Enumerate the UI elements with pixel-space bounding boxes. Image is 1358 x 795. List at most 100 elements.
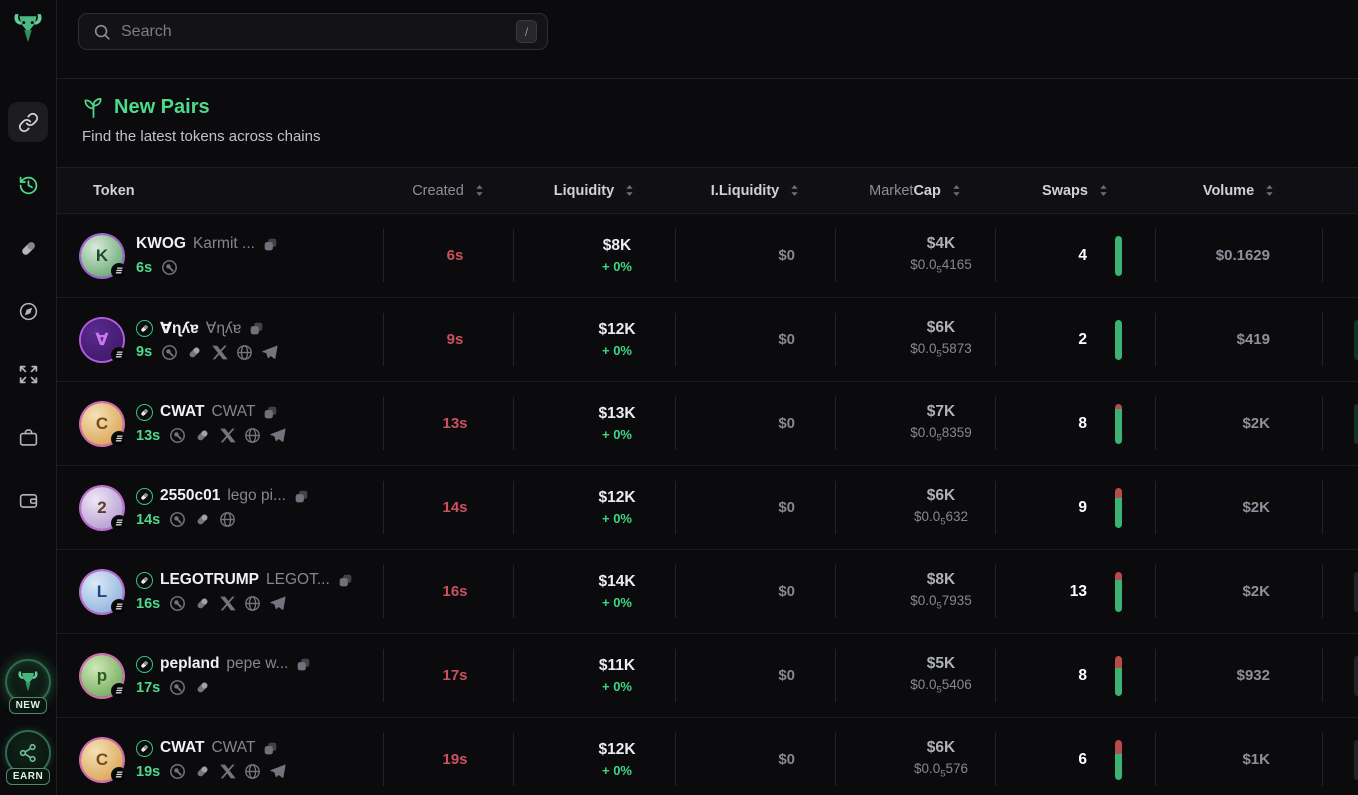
table-row[interactable]: p pepland pepe w... bbox=[57, 633, 1358, 717]
token-cell: ∀ ∀ɳʎɐ ∀ɳʎɐ bbox=[57, 298, 383, 381]
created-value: 13s bbox=[442, 415, 468, 432]
edge-sliver bbox=[1354, 571, 1358, 612]
token-avatar[interactable]: L bbox=[81, 570, 127, 615]
scan-link-icon[interactable] bbox=[169, 427, 186, 444]
avatar-letter: p bbox=[96, 665, 108, 685]
column-header-volume[interactable]: Volume bbox=[1155, 183, 1322, 199]
telegram-link-icon[interactable] bbox=[261, 344, 278, 361]
token-age: 13s bbox=[136, 427, 161, 444]
swaps-count: 8 bbox=[1078, 414, 1087, 432]
liquidity-change: + 0% bbox=[602, 763, 632, 778]
copy-address-icon[interactable] bbox=[249, 321, 264, 336]
edge-cell bbox=[1322, 466, 1358, 549]
copy-address-icon[interactable] bbox=[338, 573, 353, 588]
x-link-icon[interactable] bbox=[219, 427, 236, 444]
sidebar-item-portfolio[interactable] bbox=[8, 417, 48, 457]
globe-link-icon[interactable] bbox=[244, 763, 261, 780]
pill-link-icon[interactable] bbox=[194, 763, 211, 780]
earn-badge[interactable]: EARN bbox=[5, 730, 51, 785]
telegram-link-icon[interactable] bbox=[269, 427, 286, 444]
x-link-icon[interactable] bbox=[219, 763, 236, 780]
marketcap-cell: $6K $0.05576 bbox=[835, 718, 995, 795]
globe-link-icon[interactable] bbox=[244, 427, 261, 444]
pill-link-icon[interactable] bbox=[194, 679, 211, 696]
bull-logo[interactable] bbox=[11, 12, 45, 46]
column-header-created[interactable]: Created bbox=[383, 183, 513, 199]
table-row[interactable]: C CWAT CWAT bbox=[57, 717, 1358, 795]
sort-icon bbox=[475, 184, 484, 197]
globe-link-icon[interactable] bbox=[236, 344, 253, 361]
price-digits: 576 bbox=[945, 761, 969, 777]
scan-link-icon[interactable] bbox=[169, 679, 186, 696]
sidebar-item-pill[interactable] bbox=[8, 228, 48, 268]
swaps-count: 4 bbox=[1078, 246, 1087, 264]
table-row[interactable]: ∀ ∀ɳʎɐ ∀ɳʎɐ bbox=[57, 297, 1358, 381]
telegram-link-icon[interactable] bbox=[269, 763, 286, 780]
pill-icon bbox=[18, 238, 39, 259]
liquidity-cell: $11K + 0% bbox=[513, 634, 675, 717]
edge-cell bbox=[1322, 718, 1358, 795]
price-subscript: 5 bbox=[936, 432, 942, 444]
copy-address-icon[interactable] bbox=[263, 405, 278, 420]
telegram-link-icon[interactable] bbox=[269, 595, 286, 612]
token-avatar[interactable]: C bbox=[81, 402, 127, 447]
sort-icon bbox=[1099, 184, 1108, 197]
token-cell: K KWOG Karmit ... bbox=[57, 214, 383, 297]
swaps-cell: 13 bbox=[995, 550, 1155, 633]
graduated-pill-badge bbox=[136, 403, 153, 421]
table-row[interactable]: K KWOG Karmit ... bbox=[57, 213, 1358, 297]
globe-link-icon[interactable] bbox=[219, 511, 236, 528]
copy-address-icon[interactable] bbox=[263, 237, 278, 252]
globe-link-icon[interactable] bbox=[244, 595, 261, 612]
copy-address-icon[interactable] bbox=[263, 741, 278, 756]
table-row[interactable]: L LEGOTRUMP LEGOT... bbox=[57, 549, 1358, 633]
marketcap-cell: $6K $0.05632 bbox=[835, 466, 995, 549]
column-header-liquidity[interactable]: Liquidity bbox=[513, 183, 675, 199]
avatar-letter: 2 bbox=[97, 497, 107, 517]
token-avatar[interactable]: 2 bbox=[81, 486, 127, 531]
copy-address-icon[interactable] bbox=[296, 657, 311, 672]
sidebar-item-wallet[interactable] bbox=[8, 480, 48, 520]
copy-address-icon[interactable] bbox=[294, 489, 309, 504]
column-header-marketcap[interactable]: MarketCap bbox=[835, 183, 995, 199]
search-box[interactable]: / bbox=[78, 13, 548, 50]
scan-link-icon[interactable] bbox=[161, 344, 178, 361]
search-input[interactable] bbox=[121, 22, 516, 41]
swaps-ratio-bar bbox=[1115, 487, 1122, 528]
table-header: Token Created Liquidity I.Liquidity Mark… bbox=[57, 168, 1358, 213]
pill-link-icon[interactable] bbox=[194, 595, 211, 612]
sidebar-item-expand[interactable] bbox=[8, 354, 48, 394]
x-link-icon[interactable] bbox=[211, 344, 228, 361]
token-name: LEGOT... bbox=[266, 571, 330, 588]
sidebar-item-discover[interactable] bbox=[8, 291, 48, 331]
scan-link-icon[interactable] bbox=[161, 259, 178, 276]
scan-link-icon[interactable] bbox=[169, 763, 186, 780]
table-row[interactable]: C CWAT CWAT bbox=[57, 381, 1358, 465]
pill-link-icon[interactable] bbox=[194, 511, 211, 528]
pill-link-icon[interactable] bbox=[186, 344, 203, 361]
new-badge[interactable]: NEW bbox=[5, 659, 51, 714]
created-value: 6s bbox=[446, 247, 464, 264]
avatar-letter: C bbox=[95, 749, 109, 769]
price-digits: 5873 bbox=[941, 341, 972, 357]
swaps-cell: 6 bbox=[995, 718, 1155, 795]
token-avatar[interactable]: K bbox=[81, 234, 127, 279]
liquidity-value: $8K bbox=[602, 237, 632, 254]
token-avatar[interactable]: ∀ bbox=[81, 318, 127, 363]
token-avatar[interactable]: C bbox=[81, 738, 127, 783]
scan-link-icon[interactable] bbox=[169, 595, 186, 612]
liquidity-change: + 0% bbox=[602, 511, 632, 526]
column-header-iliquidity[interactable]: I.Liquidity bbox=[675, 183, 835, 199]
token-symbol: CWAT bbox=[160, 403, 205, 420]
x-link-icon[interactable] bbox=[219, 595, 236, 612]
volume-value: $1K bbox=[1242, 751, 1270, 768]
table-row[interactable]: 2 2550c01 lego pi... bbox=[57, 465, 1358, 549]
sort-icon bbox=[952, 184, 961, 197]
scan-link-icon[interactable] bbox=[169, 511, 186, 528]
token-avatar[interactable]: p bbox=[81, 654, 127, 699]
column-header-swaps[interactable]: Swaps bbox=[995, 183, 1155, 199]
pill-link-icon[interactable] bbox=[194, 427, 211, 444]
sidebar-item-pairs[interactable] bbox=[8, 102, 48, 142]
token-cell: p pepland pepe w... bbox=[57, 634, 383, 717]
sidebar-item-history[interactable] bbox=[8, 165, 48, 205]
